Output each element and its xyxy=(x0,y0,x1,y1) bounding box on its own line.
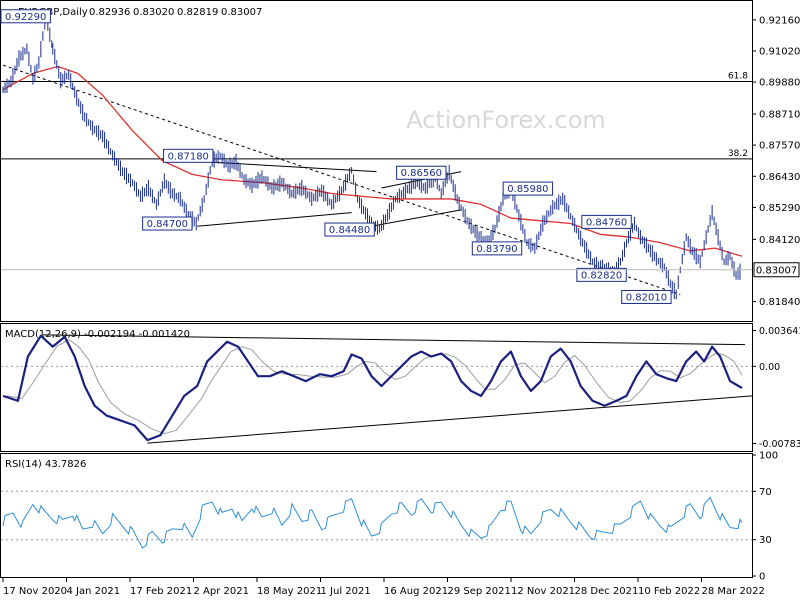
price-title: EURGBP,Daily xyxy=(18,7,88,18)
last-price: 0.83007 xyxy=(1,262,800,278)
macd-trendline-0 xyxy=(147,395,752,444)
ohlc-low: 0.82819 xyxy=(177,7,218,18)
rsi-ytick-label-2: 30 xyxy=(759,535,772,546)
ohlc-values: 0.82936 0.83020 0.82819 0.83007 xyxy=(89,7,262,18)
price-annotation-1: 0.87180 xyxy=(168,151,209,162)
x-tick-label-7: 29 Sep 2021 xyxy=(448,586,511,597)
rsi-ytick-label-1: 70 xyxy=(759,487,772,498)
last-price-label: 0.83007 xyxy=(756,265,797,276)
rsi-title: RSI(14) 43.7826 xyxy=(5,459,86,470)
price-annotation-5: 0.83790 xyxy=(476,244,517,255)
x-tick-label-4: 18 May 2021 xyxy=(257,586,322,597)
ohlc-open: 0.82936 xyxy=(89,7,130,18)
price-ytick-label-1: 0.91020 xyxy=(759,46,800,57)
price-annotation-box-4 xyxy=(396,165,447,180)
macd-panel-frame xyxy=(0,323,753,452)
price-ytick-label-5: 0.86430 xyxy=(759,172,800,183)
watermark: ActionForex.com xyxy=(406,106,606,134)
price-annotation-box-8 xyxy=(576,267,627,282)
macd-signal-line xyxy=(6,339,743,435)
price-ytick-label-8: 0.81840 xyxy=(759,297,800,308)
macd-y-axis: 0.003641 0.00 -0.007839 xyxy=(752,326,800,450)
price-annotation-box-2 xyxy=(142,216,193,231)
x-tick-label-11: 28 Mar 2022 xyxy=(702,586,765,597)
x-tick-label-6: 16 Aug 2021 xyxy=(384,586,448,597)
fib-levels: 61.8 38.2 xyxy=(1,72,752,160)
macd-ytick-label-1: 0.00 xyxy=(759,362,780,373)
price-ytick-label-4: 0.87570 xyxy=(759,141,800,152)
x-tick-label-0: 17 Nov 2020 xyxy=(3,586,67,597)
x-tick-label-5: 1 Jul 2021 xyxy=(321,586,371,597)
rsi-levels xyxy=(1,490,752,541)
rsi-ytick-label-3: 0 xyxy=(759,572,765,583)
x-tick-label-10: 10 Feb 2022 xyxy=(638,586,700,597)
fib-label-1: 38.2 xyxy=(728,149,748,159)
price-annotation-box-3 xyxy=(324,222,375,237)
x-tick-label-9: 28 Dec 2021 xyxy=(575,586,639,597)
macd-line xyxy=(2,334,743,442)
x-tick-label-8: 12 Nov 2021 xyxy=(511,586,575,597)
x-tick-label-1: 4 Jan 2021 xyxy=(67,586,121,597)
price-annotation-9: 0.82010 xyxy=(626,292,667,303)
price-ytick-label-6: 0.85290 xyxy=(759,203,800,214)
price-ytick-label-3: 0.88710 xyxy=(759,110,800,121)
macd-trendline-1 xyxy=(42,334,745,346)
price-annotation-box-9 xyxy=(621,289,672,304)
price-y-axis: 0.92160 0.91020 0.89880 0.88710 0.87570 0.864… xyxy=(752,15,800,308)
macd-line xyxy=(2,334,743,442)
macd-title: MACD(12,26,9) -0.002194 -0.001420 xyxy=(5,329,190,340)
price-ytick-label-7: 0.84120 xyxy=(759,235,800,246)
price-trendline-2 xyxy=(197,212,352,227)
price-ytick-label-0: 0.92160 xyxy=(759,15,800,26)
macd-ytick-label-2: -0.007839 xyxy=(759,439,800,450)
ma-line xyxy=(2,65,743,257)
rsi-ytick-label-0: 100 xyxy=(759,451,778,462)
price-ytick-label-2: 0.89880 xyxy=(759,78,800,89)
rsi-y-axis: 100 70 30 0 xyxy=(752,451,778,583)
price-annotation-3: 0.84480 xyxy=(329,225,370,236)
macd-trendlines xyxy=(42,334,752,444)
price-annotation-4: 0.86560 xyxy=(401,168,442,179)
last-price-box xyxy=(753,262,800,278)
x-tick-label-3: 2 Apr 2021 xyxy=(194,586,249,597)
price-annotation-box-0 xyxy=(0,9,51,24)
price-trendline-0 xyxy=(2,64,681,295)
rsi-panel-frame xyxy=(0,453,753,578)
ohlc-high: 0.83020 xyxy=(133,7,174,18)
ohlc-close: 0.83007 xyxy=(221,7,262,18)
fib-label-0: 61.8 xyxy=(728,72,748,82)
x-tick-label-2: 17 Feb 2021 xyxy=(130,586,192,597)
price-annotation-box-7 xyxy=(581,214,632,229)
price-annotation-box-5 xyxy=(471,241,523,256)
price-panel-frame xyxy=(0,0,753,322)
price-annotation-8: 0.82820 xyxy=(581,270,622,281)
rsi-line xyxy=(2,496,743,549)
price-moving-average xyxy=(2,65,743,257)
price-trendlines xyxy=(2,64,681,295)
price-annotation-0: 0.92290 xyxy=(5,12,46,23)
price-annotation-box-1 xyxy=(163,148,214,163)
price-series xyxy=(2,13,741,300)
x-axis: 17 Nov 2020 4 Jan 2021 17 Feb 2021 2 Apr 20… xyxy=(2,577,765,597)
macd-signal xyxy=(6,339,743,435)
price-annotations: 0.92290 0.87180 0.84700 0.84480 0.86560 0.837… xyxy=(0,9,672,304)
price-annotation-2: 0.84700 xyxy=(147,219,188,230)
price-annotation-7: 0.84760 xyxy=(586,217,627,228)
macd-ytick-label-0: 0.003641 xyxy=(759,326,800,337)
rsi-line xyxy=(2,496,743,549)
price-annotation-box-6 xyxy=(502,181,554,196)
price-trendline-3 xyxy=(371,209,462,227)
price-annotation-6: 0.85980 xyxy=(507,184,548,195)
